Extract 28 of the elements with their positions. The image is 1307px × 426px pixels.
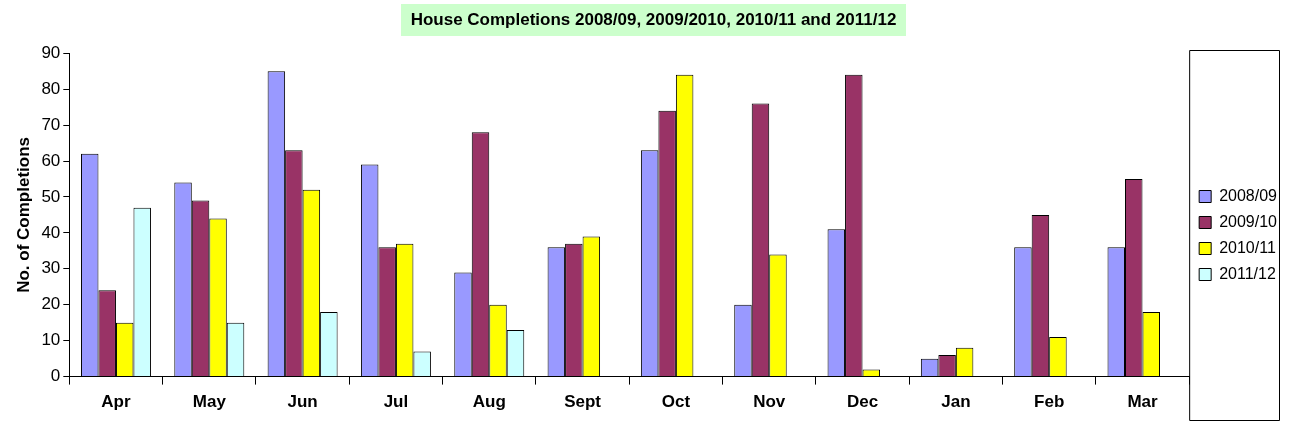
y-tick-label: 30 bbox=[41, 258, 61, 278]
y-tick-label: 10 bbox=[41, 330, 61, 350]
chart-title: House Completions 2008/09, 2009/2010, 2010/11 and 2011/12 bbox=[400, 4, 907, 36]
x-tick-label: Aug bbox=[472, 392, 506, 412]
x-tick-label: Jun bbox=[287, 392, 318, 412]
x-tick-label: Oct bbox=[661, 392, 691, 412]
y-tick-label: 50 bbox=[41, 186, 61, 206]
x-tick-label: Feb bbox=[1034, 392, 1065, 412]
x-tick-label: Nov bbox=[753, 392, 786, 412]
x-tick-label: May bbox=[192, 392, 227, 412]
legend-label: 2008/09 bbox=[1219, 186, 1278, 204]
x-tick-label: Sept bbox=[564, 392, 602, 412]
y-tick-label: 90 bbox=[41, 42, 61, 62]
y-tick-label: 80 bbox=[41, 78, 61, 98]
legend-label: 2009/10 bbox=[1219, 212, 1278, 230]
x-tick-label: Mar bbox=[1127, 392, 1158, 412]
x-tick-label: Apr bbox=[101, 392, 131, 412]
legend-label: 2011/12 bbox=[1219, 264, 1276, 282]
y-tick-label: 0 bbox=[50, 366, 61, 386]
y-axis-title: No. of Completions bbox=[13, 136, 33, 293]
legend-label: 2010/11 bbox=[1219, 238, 1276, 256]
x-tick-label: Jan bbox=[941, 392, 971, 412]
x-tick-label: Jul bbox=[383, 392, 409, 412]
y-tick-label: 20 bbox=[41, 294, 61, 314]
y-tick-label: 60 bbox=[41, 150, 61, 170]
y-tick-label: 70 bbox=[41, 114, 61, 134]
x-tick-label: Dec bbox=[846, 392, 879, 412]
y-tick-label: 40 bbox=[41, 222, 61, 242]
